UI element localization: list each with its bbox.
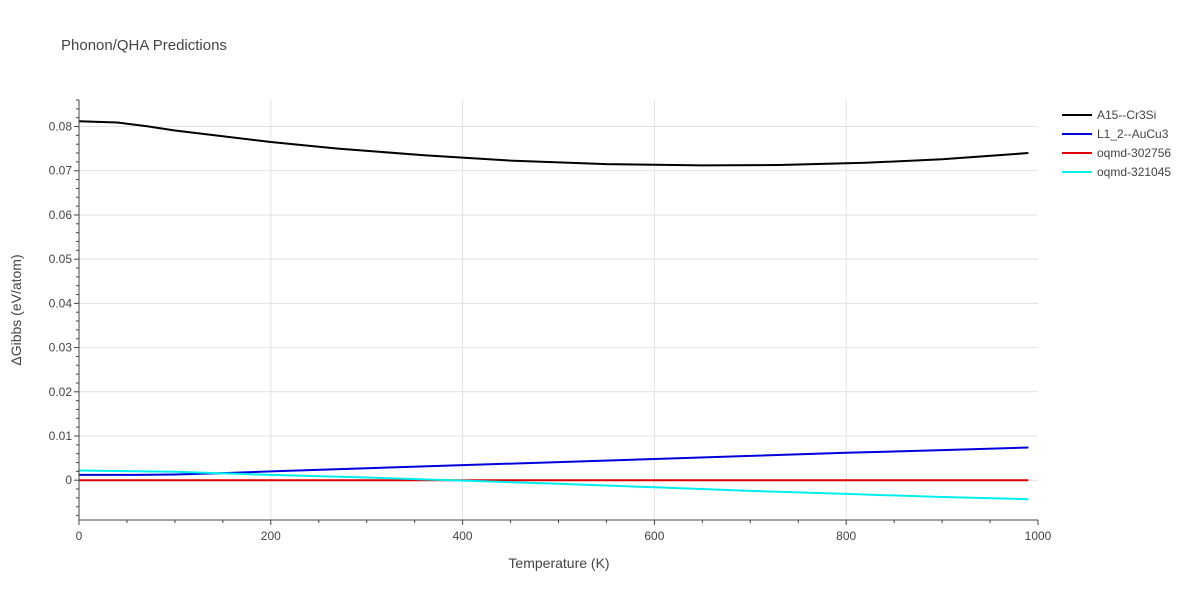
y-tick-label: 0.02 [49,385,73,399]
legend: A15--Cr3Si L1_2--AuCu3 oqmd-302756 oqmd-321… [1062,108,1171,179]
chart-title: Phonon/QHA Predictions [61,37,227,54]
x-tick-label: 800 [836,529,856,543]
series-layer [78,120,1029,501]
grid-layer [79,100,1038,520]
legend-label: A15--Cr3Si [1097,108,1156,122]
y-axis-title: ΔGibbs (eV/atom) [8,254,24,365]
y-tick-label: 0 [65,473,72,487]
x-tick-label: 600 [644,529,664,543]
y-tick-label: 0.01 [49,429,73,443]
legend-label: oqmd-321045 [1097,165,1171,179]
axes-layer: 0 0.01 0.02 0.03 0.04 0.05 0.06 0.07 0.08 0 200 400… [49,99,1052,543]
x-tick-label: 1000 [1025,529,1052,543]
x-axis-title: Temperature (K) [508,555,609,571]
y-tick-label: 0.08 [49,120,73,134]
series-line-a15-cr3si [78,120,1029,167]
legend-label: oqmd-302756 [1097,146,1171,160]
series-line-l1-2-aucu3 [79,446,1029,476]
y-tick-label: 0.04 [49,296,73,310]
y-tick-label: 0.03 [49,341,73,355]
x-tick-label: 0 [76,529,83,543]
y-tick-label: 0.05 [49,252,73,266]
y-tick-label: 0.06 [49,208,73,222]
x-tick-label: 400 [453,529,473,543]
y-tick-label: 0.07 [49,164,73,178]
series-line-oqmd-321045 [78,469,1029,501]
x-tick-label: 200 [261,529,281,543]
legend-label: L1_2--AuCu3 [1097,127,1169,141]
